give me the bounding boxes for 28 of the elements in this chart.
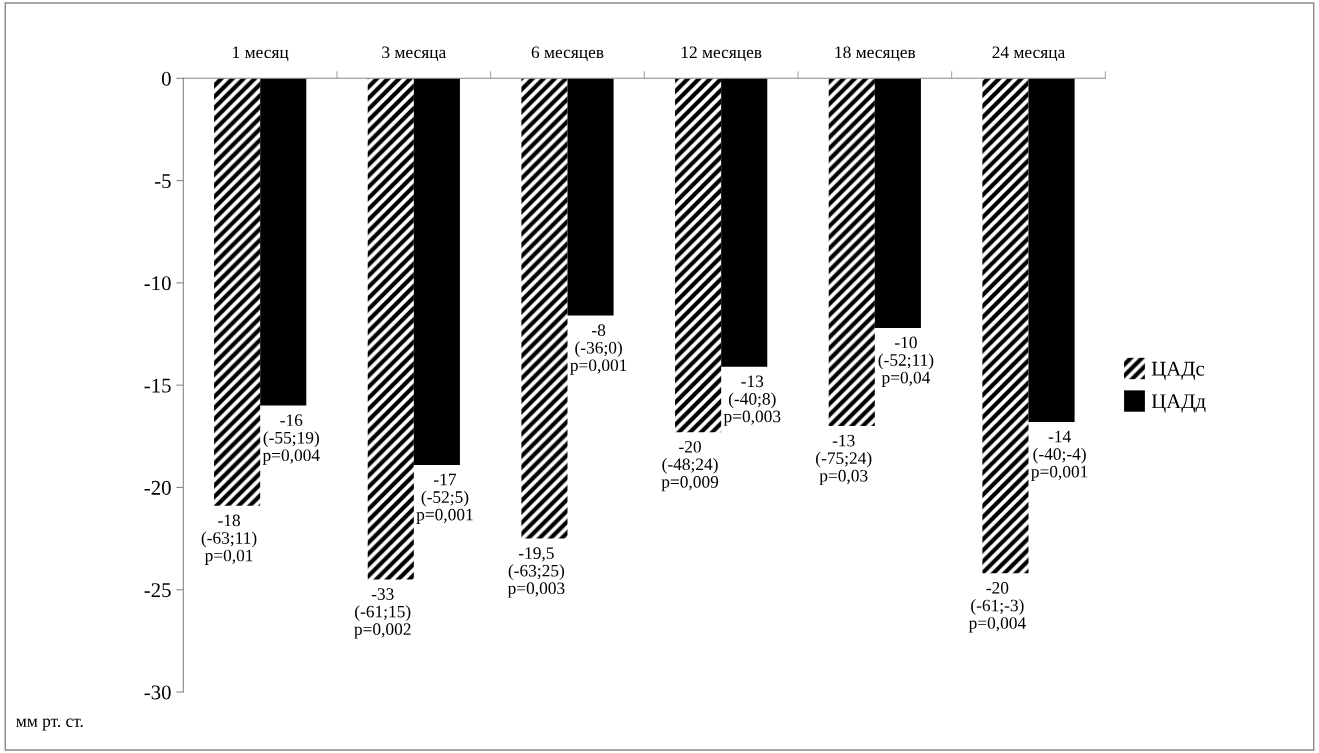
x-tick-label: 3 месяца	[382, 46, 447, 62]
annotation: -14 (-40;-4) p=0,001	[1031, 430, 1088, 482]
annotation: -20 (-61;-3) p=0,004	[968, 582, 1026, 633]
x-tick-label: 6 месяцев	[531, 46, 604, 62]
annotation: -33 (-61;15) p=0,002	[354, 588, 411, 639]
y-tick-label: -30	[144, 685, 171, 700]
annotation: -16 (-55;19) p=0,004	[262, 414, 320, 465]
y-tick-label: 0	[161, 71, 171, 86]
annotation: -13 (-75;24) p=0,03	[816, 434, 872, 486]
annotation: -20 (-48;24) p=0,009	[661, 440, 719, 492]
annotation: -18 (-63;11) p=0,01	[201, 514, 257, 565]
y-tick-label: -5	[154, 174, 171, 189]
annotation: -17 (-52;5) p=0,001	[416, 473, 473, 524]
x-tick-label: 12 месяцев	[681, 46, 762, 62]
x-tick-label: 18 месяцев	[835, 46, 916, 62]
x-tick-label: 24 месяца	[992, 46, 1066, 62]
annotation: -10 (-52;11) p=0,04	[878, 336, 934, 387]
annotation: -13 (-40;8) p=0,003	[723, 375, 781, 426]
y-tick-label: -25	[144, 583, 171, 598]
legend-label: ЦАДд	[1151, 394, 1206, 413]
annotation: -8 (-36;0) p=0,001	[570, 324, 627, 375]
legend-label: ЦАДс	[1151, 361, 1205, 380]
y-axis-title: мм рт. ст.	[16, 718, 83, 731]
annotation: -19,5 (-63;25) p=0,003	[507, 547, 565, 598]
y-tick-label: -20	[144, 480, 171, 495]
x-tick-label: 1 месяц	[233, 46, 289, 62]
y-tick-label: -15	[144, 378, 171, 393]
y-tick-label: -10	[144, 276, 171, 291]
